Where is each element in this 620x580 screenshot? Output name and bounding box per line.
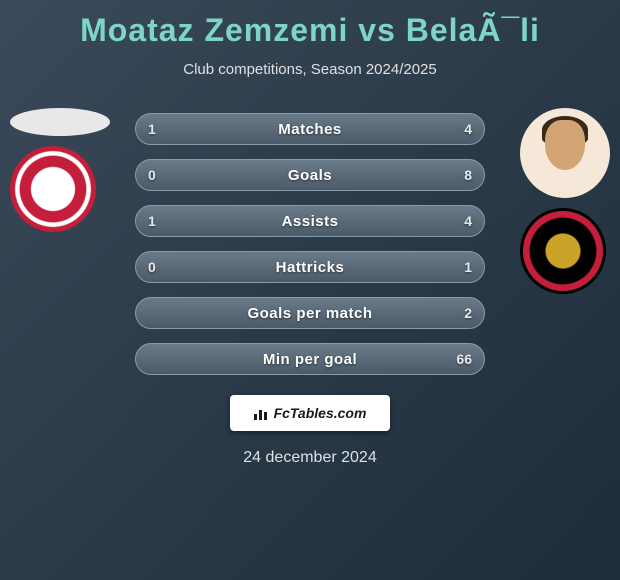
player-right-club-badge bbox=[520, 208, 606, 294]
stat-label: Goals bbox=[288, 167, 332, 184]
stat-right-value: 66 bbox=[456, 351, 472, 367]
stat-right-value: 4 bbox=[464, 121, 472, 137]
stat-row-hattricks: 0 Hattricks 1 bbox=[135, 251, 485, 283]
date-label: 24 december 2024 bbox=[0, 449, 620, 467]
player-right-column bbox=[520, 108, 610, 294]
stat-row-assists: 1 Assists 4 bbox=[135, 205, 485, 237]
player-right-avatar bbox=[520, 108, 610, 198]
stats-table: 1 Matches 4 0 Goals 8 1 Assists 4 0 Hatt… bbox=[135, 108, 485, 375]
stat-right-value: 8 bbox=[464, 167, 472, 183]
stat-right-value: 2 bbox=[464, 305, 472, 321]
stat-row-goals: 0 Goals 8 bbox=[135, 159, 485, 191]
stat-left-value: 0 bbox=[148, 259, 156, 275]
chart-icon bbox=[254, 406, 270, 420]
stat-label: Assists bbox=[282, 213, 339, 230]
stat-label: Matches bbox=[278, 121, 342, 138]
brand-logo: FcTables.com bbox=[254, 405, 367, 421]
stat-row-matches: 1 Matches 4 bbox=[135, 113, 485, 145]
brand-text: FcTables.com bbox=[274, 405, 367, 421]
stat-left-value: 1 bbox=[148, 213, 156, 229]
page-title: Moataz Zemzemi vs BelaÃ¯li bbox=[0, 0, 620, 49]
comparison-content: 1 Matches 4 0 Goals 8 1 Assists 4 0 Hatt… bbox=[0, 108, 620, 467]
subtitle: Club competitions, Season 2024/2025 bbox=[0, 61, 620, 78]
stat-right-value: 4 bbox=[464, 213, 472, 229]
footer-brand-box[interactable]: FcTables.com bbox=[230, 395, 390, 431]
stat-row-min-per-goal: Min per goal 66 bbox=[135, 343, 485, 375]
avatar-face bbox=[545, 120, 585, 170]
player-left-avatar bbox=[10, 108, 110, 136]
stat-row-goals-per-match: Goals per match 2 bbox=[135, 297, 485, 329]
stat-label: Goals per match bbox=[247, 305, 372, 322]
stat-left-value: 0 bbox=[148, 167, 156, 183]
stat-label: Hattricks bbox=[276, 259, 345, 276]
stat-left-value: 1 bbox=[148, 121, 156, 137]
player-left-column bbox=[10, 108, 110, 232]
player-left-club-badge bbox=[10, 146, 96, 232]
stat-right-value: 1 bbox=[464, 259, 472, 275]
stat-label: Min per goal bbox=[263, 351, 357, 368]
